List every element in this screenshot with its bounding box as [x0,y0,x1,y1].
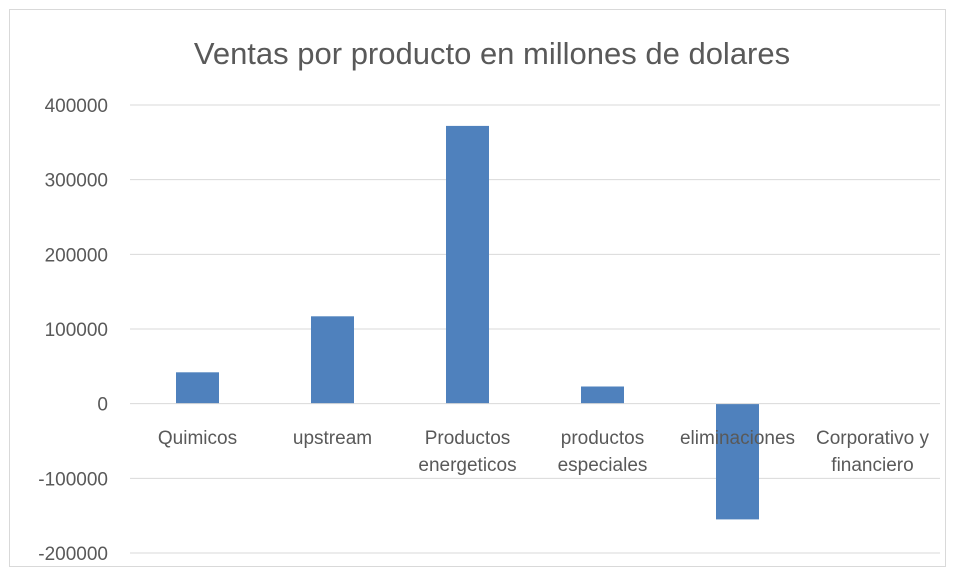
y-tick-label: 100000 [45,320,108,341]
bar [176,372,219,404]
bar [581,386,624,404]
bars [176,125,759,520]
y-tick-label: 300000 [45,171,108,192]
bar [716,403,759,520]
x-category-label: productos especiales [558,428,648,476]
y-tick-label: 400000 [45,96,108,117]
y-tick-label: -200000 [38,544,108,565]
y-axis-tick-labels: 400000 300000 200000 100000 0 -100000 -200000 [38,96,108,565]
bar [311,316,354,404]
x-category-label: eliminaciones [680,428,795,449]
x-category-label: Corporativo y financiero [816,428,929,476]
x-category-label: upstream [293,428,372,449]
gridlines [130,104,940,554]
y-tick-label: 200000 [45,245,108,266]
bar [446,125,489,404]
x-category-label: Quimicos [158,428,237,449]
category-labels: Quimicos upstream Productos energeticos prod… [158,428,930,476]
chart-title: Ventas por producto en millones de dolar… [194,36,790,71]
y-tick-label: 0 [97,395,108,416]
y-tick-label: -100000 [38,469,108,490]
x-category-label: Productos energeticos [418,428,516,476]
